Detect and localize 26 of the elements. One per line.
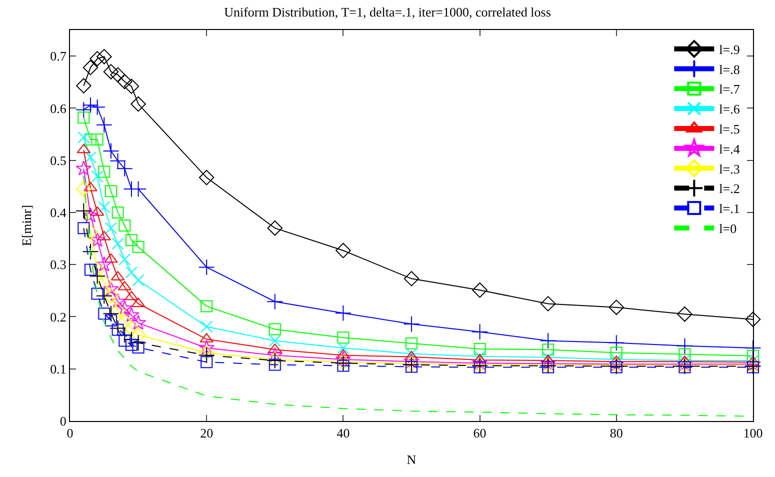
y-tick-label: 0.3 [50,257,66,272]
chart-title: Uniform Distribution, T=1, delta=.1, iter=1000, correlated loss [224,4,551,20]
legend-label: l=.6 [719,102,740,117]
legend-label: l=.4 [719,141,740,156]
x-tick-label: 20 [200,426,214,441]
y-tick-label: 0.2 [50,309,66,324]
y-axis-title: E[minr] [19,204,34,246]
y-tick-label: 0.4 [50,205,67,220]
x-tick-label: 60 [473,426,486,441]
legend-label: l=.1 [719,201,740,216]
legend-label: l=.2 [719,181,740,196]
y-tick-label: 0.5 [50,152,66,168]
x-tick-label: 100 [743,426,763,441]
x-axis-title: N [406,452,417,468]
y-tick-label: 0 [60,414,66,429]
y-tick-label: 0.7 [50,48,67,64]
legend-label: l=.7 [719,82,740,97]
x-tick-label: 80 [610,426,623,441]
legend-label: l=.5 [719,122,740,137]
x-tick-label: 40 [336,426,350,441]
y-tick-label: 0.1 [50,361,66,376]
legend-label: l=0 [719,221,737,236]
legend-label: l=.9 [719,42,740,57]
y-tick-label: 0.6 [50,100,67,116]
legend-label: l=.8 [719,62,740,77]
legend-label: l=.3 [719,161,740,176]
